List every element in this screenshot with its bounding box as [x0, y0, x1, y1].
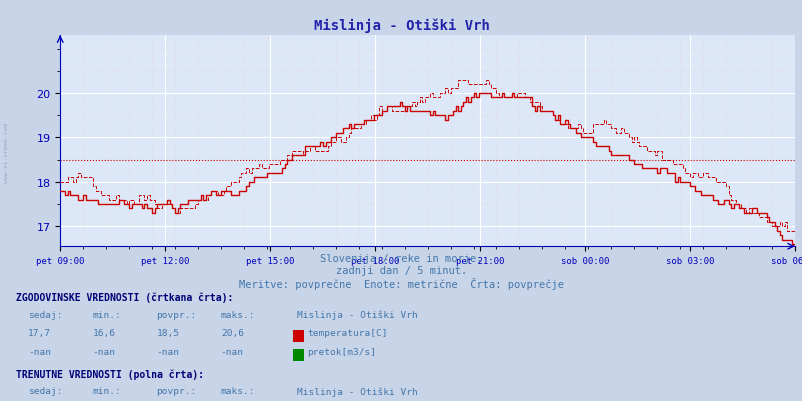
Text: Mislinja - Otiški Vrh: Mislinja - Otiški Vrh [297, 386, 417, 396]
Text: maks.:: maks.: [221, 386, 255, 395]
Text: www.si-vreme.com: www.si-vreme.com [4, 122, 9, 182]
Text: temperatura[C]: temperatura[C] [307, 328, 387, 337]
Text: 20,6: 20,6 [221, 328, 244, 337]
Text: povpr.:: povpr.: [156, 386, 196, 395]
Text: maks.:: maks.: [221, 310, 255, 319]
Text: Mislinja - Otiški Vrh: Mislinja - Otiški Vrh [313, 18, 489, 32]
Text: pretok[m3/s]: pretok[m3/s] [307, 347, 376, 356]
Text: -nan: -nan [221, 347, 244, 356]
Text: TRENUTNE VREDNOSTI (polna črta):: TRENUTNE VREDNOSTI (polna črta): [16, 368, 204, 379]
Text: sedaj:: sedaj: [28, 310, 63, 319]
Text: -nan: -nan [156, 347, 180, 356]
Text: sedaj:: sedaj: [28, 386, 63, 395]
Text: Meritve: povprečne  Enote: metrične  Črta: povprečje: Meritve: povprečne Enote: metrične Črta:… [239, 277, 563, 290]
Text: -nan: -nan [92, 347, 115, 356]
Text: min.:: min.: [92, 310, 121, 319]
Text: 18,5: 18,5 [156, 328, 180, 337]
Text: povpr.:: povpr.: [156, 310, 196, 319]
Text: 17,7: 17,7 [28, 328, 51, 337]
Text: zadnji dan / 5 minut.: zadnji dan / 5 minut. [335, 265, 467, 275]
Text: -nan: -nan [28, 347, 51, 356]
Text: min.:: min.: [92, 386, 121, 395]
Text: Mislinja - Otiški Vrh: Mislinja - Otiški Vrh [297, 310, 417, 320]
Text: 16,6: 16,6 [92, 328, 115, 337]
Text: Slovenija / reke in morje.: Slovenija / reke in morje. [320, 253, 482, 263]
Text: ZGODOVINSKE VREDNOSTI (črtkana črta):: ZGODOVINSKE VREDNOSTI (črtkana črta): [16, 292, 233, 302]
